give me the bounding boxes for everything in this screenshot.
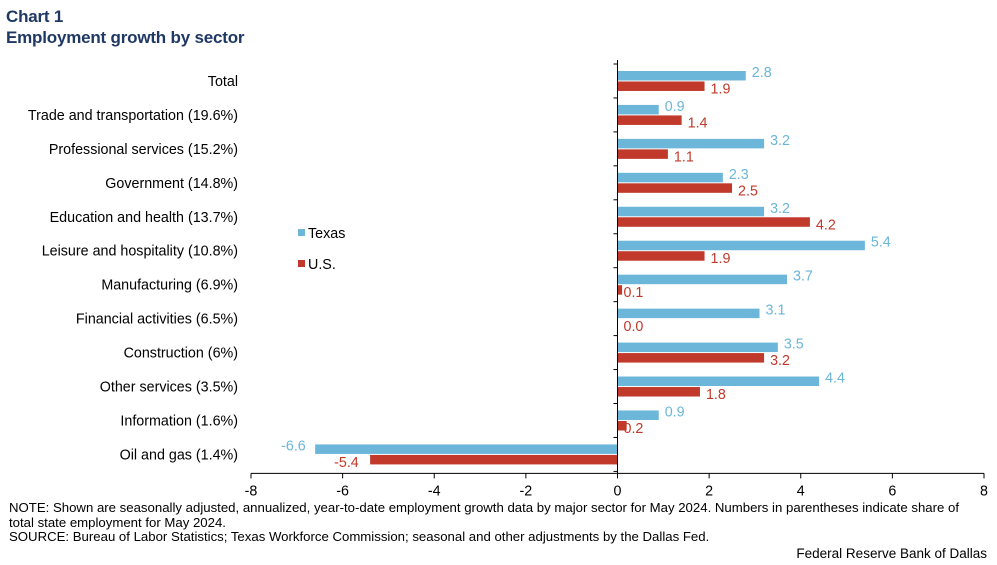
category-label: Total <box>208 74 238 90</box>
us-bar <box>617 420 627 431</box>
texas-bar <box>617 104 659 115</box>
x-tick-label: 2 <box>705 483 713 499</box>
us-data-label: 0.0 <box>624 319 644 335</box>
texas-bar <box>617 308 760 319</box>
texas-data-label: 5.4 <box>871 235 891 251</box>
category-label: Government (14.8%) <box>105 176 238 192</box>
us-bar <box>617 251 705 261</box>
us-bar <box>617 387 700 397</box>
legend-label-texas: Texas <box>308 226 345 242</box>
texas-data-label: 0.9 <box>665 99 685 115</box>
x-tick-label: 6 <box>888 483 896 499</box>
us-data-label: 4.2 <box>816 217 836 233</box>
texas-data-label: 3.1 <box>766 303 786 319</box>
texas-data-label: 4.4 <box>825 371 845 387</box>
x-tick-label: -6 <box>336 483 349 499</box>
chart-number: Chart 1 <box>6 7 64 26</box>
bars-layer <box>315 70 865 465</box>
category-label: Trade and transportation (19.6%) <box>28 108 238 124</box>
texas-data-label: 3.7 <box>793 269 813 285</box>
us-data-label: 0.2 <box>624 421 644 437</box>
us-data-label: 2.5 <box>738 183 758 199</box>
axes-layer: -8 -6 -4 -2 0 2 4 6 8 <box>245 60 988 499</box>
texas-bar <box>617 70 746 81</box>
texas-bar <box>617 342 778 353</box>
category-label: Leisure and hospitality (10.8%) <box>42 244 238 260</box>
category-label: Education and health (13.7%) <box>50 210 238 226</box>
legend-label-us: U.S. <box>308 257 336 273</box>
us-data-label: 1.8 <box>706 387 726 403</box>
texas-bar <box>617 240 865 251</box>
us-bar <box>617 285 623 295</box>
category-label: Information (1.6%) <box>120 413 238 429</box>
x-tick-label: -8 <box>245 483 258 499</box>
chart-title-block: Chart 1 Employment growth by sector <box>6 6 245 48</box>
us-bar <box>617 149 668 159</box>
employment-growth-bar-chart: -8 -6 -4 -2 0 2 4 6 8 Total 2.8 1.9 Trade and trans… <box>28 60 988 499</box>
texas-data-label: 3.2 <box>770 201 790 217</box>
us-data-label: -5.4 <box>334 455 359 471</box>
texas-data-label: -6.6 <box>281 438 306 454</box>
category-label: Financial activities (6.5%) <box>76 312 238 328</box>
labels-layer: Total 2.8 1.9 Trade and transportation (19.… <box>28 65 891 471</box>
x-tick-label: 4 <box>797 483 805 499</box>
texas-bar <box>617 410 659 420</box>
category-label: Manufacturing (6.9%) <box>101 278 238 294</box>
legend-swatch-texas <box>298 229 305 236</box>
x-tick-label: -2 <box>520 483 533 499</box>
category-label: Construction (6%) <box>124 346 238 362</box>
us-bar <box>617 353 765 363</box>
texas-data-label: 2.8 <box>752 65 772 81</box>
note-text: NOTE: Shown are seasonally adjusted, ann… <box>9 500 959 530</box>
credit-text: Federal Reserve Bank of Dallas <box>796 546 987 561</box>
us-data-label: 1.9 <box>711 251 731 267</box>
x-tick-label: -4 <box>428 483 441 499</box>
us-bar <box>617 81 705 91</box>
us-data-label: 1.4 <box>688 115 708 131</box>
category-label: Other services (3.5%) <box>100 380 238 396</box>
texas-bar <box>617 172 723 183</box>
legend-swatch-us <box>298 260 305 267</box>
texas-data-label: 3.2 <box>770 133 790 149</box>
texas-bar <box>617 138 765 149</box>
us-bar <box>617 115 682 125</box>
us-data-label: 1.1 <box>674 149 694 165</box>
us-data-label: 3.2 <box>770 353 790 369</box>
texas-bar <box>617 206 765 217</box>
x-tick-label: 8 <box>980 483 988 499</box>
us-bar <box>617 183 733 193</box>
category-label: Professional services (15.2%) <box>49 142 238 158</box>
chart-notes: NOTE: Shown are seasonally adjusted, ann… <box>9 500 969 545</box>
us-bar <box>370 454 618 465</box>
source-text: SOURCE: Bureau of Labor Statistics; Texa… <box>9 529 710 545</box>
texas-data-label: 2.3 <box>729 167 749 183</box>
category-label: Oil and gas (1.4%) <box>120 447 238 463</box>
texas-data-label: 3.5 <box>784 337 804 353</box>
us-data-label: 1.9 <box>711 81 731 97</box>
texas-bar <box>315 444 618 454</box>
us-data-label: 0.1 <box>624 285 644 301</box>
texas-bar <box>617 376 820 387</box>
chart-title: Employment growth by sector <box>6 28 245 47</box>
us-bar <box>617 217 810 227</box>
legend: Texas U.S. <box>298 226 345 273</box>
texas-data-label: 0.9 <box>665 404 685 420</box>
texas-bar <box>617 274 788 285</box>
x-tick-label: 0 <box>614 483 622 499</box>
